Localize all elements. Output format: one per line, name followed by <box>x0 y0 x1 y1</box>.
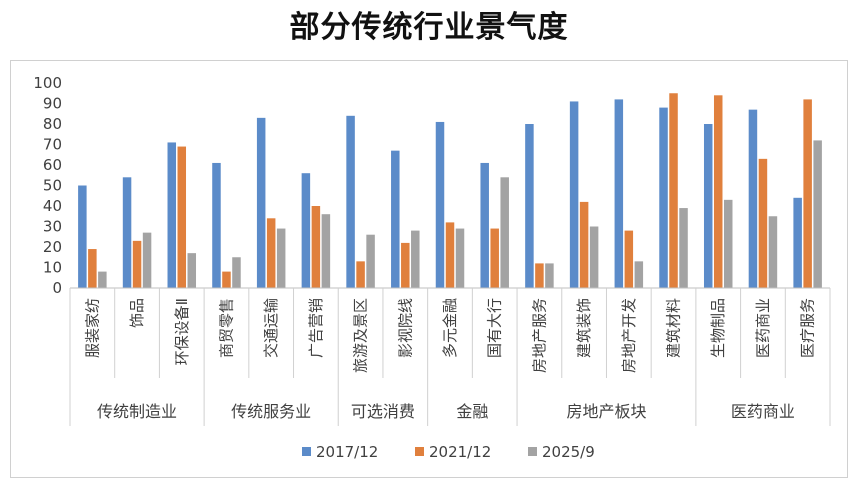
bar <box>212 162 221 288</box>
bar <box>411 230 420 288</box>
legend-swatch <box>415 447 424 456</box>
x-tick-label: 房地产开发 <box>620 298 638 373</box>
bar <box>455 228 465 288</box>
bar <box>391 150 400 288</box>
bar <box>813 140 822 288</box>
bar <box>624 230 634 288</box>
y-tick-label: 100 <box>33 74 62 92</box>
bar <box>301 173 311 288</box>
bar <box>500 177 509 288</box>
x-tick-label: 交通运输 <box>262 298 280 358</box>
legend-label: 2017/12 <box>316 443 378 461</box>
x-tick-label: 多元金融 <box>441 298 459 358</box>
group-label: 医药商业 <box>731 402 795 421</box>
bar <box>356 261 365 288</box>
bar <box>545 263 554 288</box>
bar <box>366 234 375 288</box>
x-tick-label: 环保设备Ⅱ <box>173 298 191 365</box>
bar <box>703 124 713 288</box>
bar <box>480 162 489 288</box>
bar <box>346 115 355 288</box>
bar <box>659 107 668 288</box>
y-tick-label: 20 <box>43 238 62 256</box>
bar <box>634 261 644 288</box>
chart-title: 部分传统行业景气度 <box>289 10 569 45</box>
legend-swatch <box>302 447 311 456</box>
bar <box>401 242 410 288</box>
group-label: 房地产板块 <box>566 402 646 421</box>
bar <box>579 201 589 288</box>
bar <box>669 93 678 288</box>
x-tick-label: 商贸零售 <box>217 298 235 358</box>
bar <box>679 208 688 288</box>
bar <box>525 124 534 288</box>
group-label: 传统制造业 <box>97 402 177 421</box>
x-tick-label: 生物制品 <box>709 298 727 358</box>
bar <box>122 177 132 288</box>
bar <box>222 271 231 288</box>
bar <box>187 253 197 288</box>
x-tick-label: 广告营销 <box>307 298 325 358</box>
bar <box>266 218 276 288</box>
bar <box>132 240 142 288</box>
bar <box>758 158 768 288</box>
bar <box>276 228 286 288</box>
y-tick-label: 80 <box>43 115 62 133</box>
bar <box>535 263 544 288</box>
bar <box>589 226 599 288</box>
bar <box>98 271 107 288</box>
bar <box>748 109 758 289</box>
bar <box>569 101 579 288</box>
x-tick-label: 房地产服务 <box>530 298 548 373</box>
y-tick-label: 0 <box>52 279 62 297</box>
bar <box>713 95 723 288</box>
x-tick-label: 医疗服务 <box>799 298 817 358</box>
y-tick-label: 60 <box>43 156 62 174</box>
chart-frame <box>10 60 848 478</box>
bar <box>723 199 733 288</box>
group-label: 金融 <box>456 402 488 421</box>
bar <box>167 142 177 288</box>
y-tick-label: 90 <box>43 95 62 113</box>
y-tick-label: 10 <box>43 259 62 277</box>
legend-label: 2025/9 <box>542 443 595 461</box>
y-tick-label: 70 <box>43 136 62 154</box>
x-tick-label: 旅游及景区 <box>352 298 370 373</box>
bar <box>803 99 812 289</box>
bar <box>88 249 97 288</box>
bar <box>177 146 187 288</box>
x-tick-label: 饰品 <box>128 298 146 328</box>
x-tick-label: 医药商业 <box>754 298 772 358</box>
x-tick-label: 服装家纺 <box>83 298 101 358</box>
bar <box>490 228 499 288</box>
bar <box>142 232 152 288</box>
bar <box>311 206 321 288</box>
y-tick-label: 30 <box>43 218 62 236</box>
group-label: 传统服务业 <box>231 402 311 421</box>
legend-swatch <box>528 447 537 456</box>
x-tick-label: 国有大行 <box>486 298 504 358</box>
bar <box>256 117 266 288</box>
x-tick-label: 建筑材料 <box>665 298 683 358</box>
bar <box>768 216 778 288</box>
group-label: 可选消费 <box>351 402 415 421</box>
bar <box>435 121 445 288</box>
x-tick-label: 建筑装饰 <box>575 298 593 358</box>
bar <box>232 257 241 288</box>
y-tick-label: 40 <box>43 197 62 215</box>
legend-label: 2021/12 <box>429 443 491 461</box>
bar <box>321 214 331 288</box>
bar <box>614 99 624 289</box>
bar <box>793 197 802 288</box>
bar <box>445 222 455 288</box>
y-tick-label: 50 <box>43 177 62 195</box>
bar <box>78 185 87 288</box>
x-tick-label: 影视院线 <box>396 298 414 358</box>
